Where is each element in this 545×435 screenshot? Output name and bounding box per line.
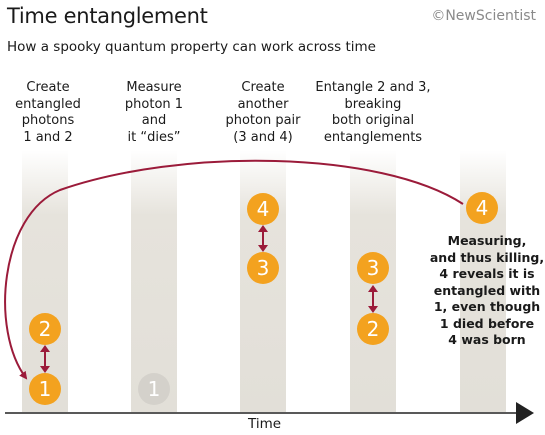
step-label-1: Create entangled photons 1 and 2 — [15, 80, 81, 145]
svg-text:1: 1 — [148, 377, 161, 401]
time-axis-label: Time — [248, 416, 282, 432]
svg-text:3: 3 — [367, 256, 380, 280]
link-2-1 — [40, 345, 50, 373]
photon-circle: 3 — [247, 252, 279, 284]
publisher-logo: ©NewScientist — [431, 8, 536, 24]
final-note: Measuring, and thus killing, 4 reveals i… — [429, 233, 545, 347]
link-4-3 — [258, 225, 268, 252]
photon-circle: 1 — [29, 373, 61, 405]
page-subtitle: How a spooky quantum property can work a… — [7, 39, 376, 55]
time-band-2 — [131, 150, 177, 412]
step-label-3: Create another photon pair (3 and 4) — [225, 80, 301, 145]
svg-text:1: 1 — [39, 377, 52, 401]
entanglement-arrow-curve — [4, 159, 464, 380]
photon-circle: 4 — [247, 193, 279, 225]
svg-text:2: 2 — [39, 317, 52, 341]
svg-text:4: 4 — [476, 196, 489, 220]
step-label-4: Entangle 2 and 3, breaking both original… — [315, 80, 431, 145]
photon-circle: 2 — [29, 313, 61, 345]
photon-circle: 2 — [357, 313, 389, 345]
photon-circle: 4 — [466, 192, 498, 224]
svg-text:4: 4 — [257, 197, 270, 221]
time-axis-arrowhead — [516, 402, 534, 424]
photon-circle: 3 — [357, 252, 389, 284]
step-label-2: Measure photon 1 and it “dies” — [124, 80, 184, 145]
page-title: Time entanglement — [7, 4, 208, 28]
link-3-2 — [368, 285, 378, 313]
svg-text:3: 3 — [257, 256, 270, 280]
svg-text:2: 2 — [367, 317, 380, 341]
dead-photon-circle: 1 — [138, 373, 170, 405]
